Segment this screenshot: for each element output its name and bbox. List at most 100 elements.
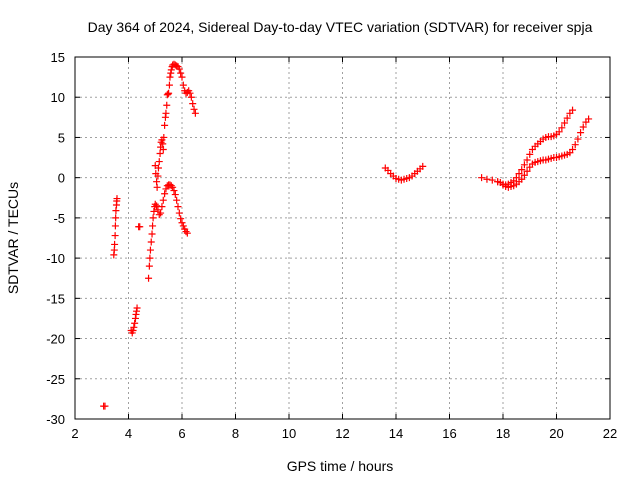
data-point <box>146 254 154 262</box>
data-point <box>569 106 577 114</box>
data-point <box>166 73 174 81</box>
data-point <box>175 209 183 217</box>
x-tick-label: 14 <box>389 426 403 441</box>
x-tick-label: 12 <box>335 426 349 441</box>
data-point <box>563 114 571 122</box>
data-point <box>171 191 179 199</box>
axis-ticks: 2 4 6 8 10 12 14 16 18 20 22 15 10 5 0 -5 -10 -15 -20 -25 -3… <box>46 50 617 441</box>
data-point <box>177 69 185 77</box>
data-point <box>131 319 139 327</box>
data-point <box>574 135 582 143</box>
y-tick-label: -25 <box>46 372 65 387</box>
data-point <box>167 66 175 74</box>
data-point <box>520 161 528 169</box>
series-pass-3.0h <box>100 402 109 410</box>
data-point <box>161 121 169 129</box>
x-tick-label: 20 <box>549 426 563 441</box>
x-tick-label: 18 <box>496 426 510 441</box>
y-tick-label: -10 <box>46 251 65 266</box>
data-point <box>163 101 171 109</box>
data-point <box>190 105 198 113</box>
grid <box>75 57 610 419</box>
data-point <box>163 91 171 99</box>
data-point <box>191 109 199 117</box>
series-pass-4.4h <box>135 223 144 231</box>
data-point <box>154 164 162 172</box>
data-points <box>100 60 593 410</box>
data-point <box>156 150 164 158</box>
data-point <box>178 219 186 227</box>
data-point <box>146 246 154 254</box>
data-point <box>179 81 187 89</box>
data-point <box>183 229 191 237</box>
data-point <box>113 195 121 203</box>
data-point <box>129 327 137 335</box>
y-tick-label: -15 <box>46 291 65 306</box>
data-point <box>173 196 181 204</box>
series-pass-14h <box>381 162 427 184</box>
data-point <box>154 172 162 180</box>
series-pass-17h-upper <box>494 106 577 189</box>
data-point <box>111 240 119 248</box>
series-pass-17h-lower <box>478 115 593 191</box>
x-tick-label: 8 <box>232 426 239 441</box>
data-point <box>186 89 194 97</box>
x-axis-label: GPS time / hours <box>287 458 394 474</box>
data-point <box>518 175 526 183</box>
data-point <box>189 100 197 108</box>
data-point <box>112 214 120 222</box>
data-point <box>520 171 528 179</box>
data-point <box>569 146 577 154</box>
x-tick-label: 6 <box>178 426 185 441</box>
data-point <box>177 215 185 223</box>
data-point <box>170 187 178 195</box>
data-point <box>488 176 496 184</box>
data-point <box>179 222 187 230</box>
y-tick-label: -20 <box>46 332 65 347</box>
data-point <box>577 129 585 137</box>
data-point <box>150 207 158 215</box>
data-point <box>155 158 163 166</box>
data-point <box>561 119 569 127</box>
data-point <box>178 73 186 81</box>
data-point <box>558 124 566 132</box>
data-point <box>151 200 159 208</box>
data-point <box>165 89 173 97</box>
data-point <box>512 174 520 182</box>
data-point <box>182 228 190 236</box>
x-tick-label: 22 <box>603 426 617 441</box>
data-point <box>523 156 531 164</box>
x-tick-label: 4 <box>125 426 132 441</box>
data-point <box>483 175 491 183</box>
y-tick-label: 10 <box>51 90 65 105</box>
data-point <box>111 232 119 240</box>
y-tick-label: -30 <box>46 412 65 427</box>
data-point <box>478 174 486 182</box>
data-point <box>133 304 141 312</box>
data-point <box>174 203 182 211</box>
data-point <box>518 166 526 174</box>
data-point <box>101 402 109 410</box>
data-point <box>149 214 157 222</box>
data-point <box>161 190 169 198</box>
data-point <box>167 182 175 190</box>
data-point <box>157 209 165 217</box>
data-point <box>526 150 534 158</box>
data-point <box>175 65 183 73</box>
data-point <box>159 146 167 154</box>
y-tick-label: 5 <box>58 130 65 145</box>
x-tick-label: 10 <box>282 426 296 441</box>
y-tick-label: -5 <box>53 211 65 226</box>
data-point <box>585 115 593 123</box>
chart-title: Day 364 of 2024, Sidereal Day-to-day VTE… <box>88 19 593 35</box>
data-point <box>147 238 155 246</box>
data-point <box>162 185 170 193</box>
data-point <box>145 274 153 282</box>
data-point <box>523 167 531 175</box>
data-point <box>162 109 170 117</box>
y-tick-label: 0 <box>58 171 65 186</box>
x-tick-label: 2 <box>71 426 78 441</box>
data-point <box>153 183 161 191</box>
data-point <box>158 203 166 211</box>
